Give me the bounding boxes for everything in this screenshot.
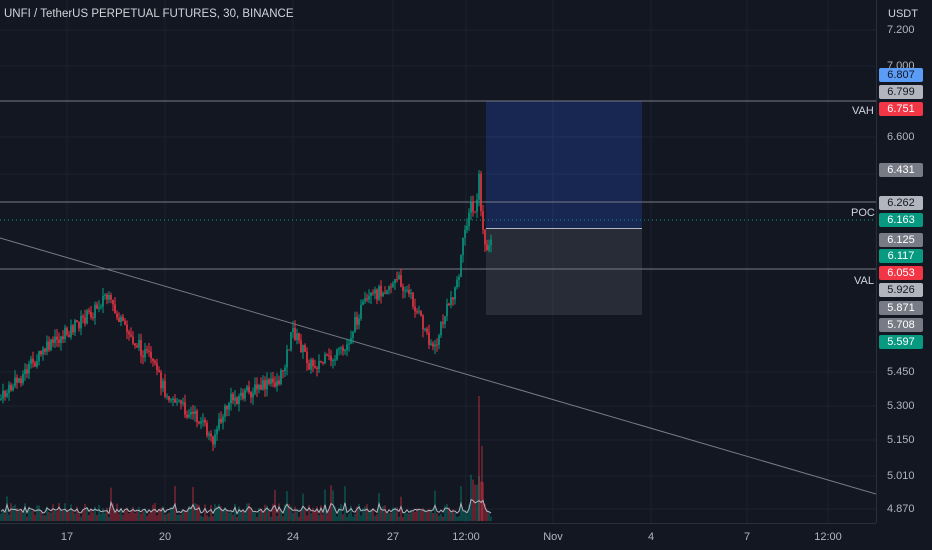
price-label: 5.708 [879,318,923,332]
profit-zone[interactable] [486,101,642,228]
price-label-target: 6.807 [879,68,923,82]
val-label: VAL [854,275,874,287]
candlesticks [0,170,492,451]
price-label: 6.799 [879,85,923,99]
price-label-stop: 5.871 [879,301,923,315]
price-label: 6.125 [879,233,923,247]
time-tick: 20 [158,531,172,543]
price-tick: 5.300 [887,400,915,412]
grid [0,0,876,523]
price-label-poc: 6.262 [879,196,923,210]
volume-bars [0,396,492,521]
price-tick: 5.150 [887,434,915,446]
time-axis[interactable]: 17 20 24 27 12:00 Nov 4 7 12:00 [0,523,876,550]
price-label: 5.926 [879,283,923,297]
loss-zone[interactable] [486,229,642,315]
time-tick: 7 [743,531,751,543]
price-tick: 7.200 [887,24,915,36]
chart-plot-area[interactable] [0,0,876,523]
chart-title[interactable]: UNFI / TetherUS PERPETUAL FUTURES, 30, B… [4,8,294,20]
price-axis-unit[interactable]: USDT [888,8,918,20]
price-label-vah: 6.751 [879,102,923,116]
price-tick: 6.600 [887,131,915,143]
price-label: 5.597 [879,335,923,349]
trend-line[interactable] [0,237,876,495]
price-tick: 5.010 [887,470,915,482]
time-tick: 27 [386,531,400,543]
price-label: 6.431 [879,163,923,177]
time-tick: 12:00 [452,531,480,543]
time-tick: 24 [286,531,300,543]
price-tick: 5.450 [887,366,915,378]
price-label-val: 6.053 [879,266,923,280]
price-tick: 4.870 [887,503,915,515]
price-label-last: 6.163 [879,213,923,227]
poc-label: POC [851,207,875,219]
price-axis[interactable]: USDT 7.200 7.000 6.600 6.450 5.450 5.300… [876,0,932,523]
time-tick: 17 [60,531,74,543]
vah-label: VAH [852,105,874,117]
time-tick: 4 [647,531,655,543]
volume-ma-line [0,498,492,516]
time-tick: Nov [543,531,563,543]
price-label: 6.117 [879,249,923,263]
time-tick: 12:00 [814,531,842,543]
